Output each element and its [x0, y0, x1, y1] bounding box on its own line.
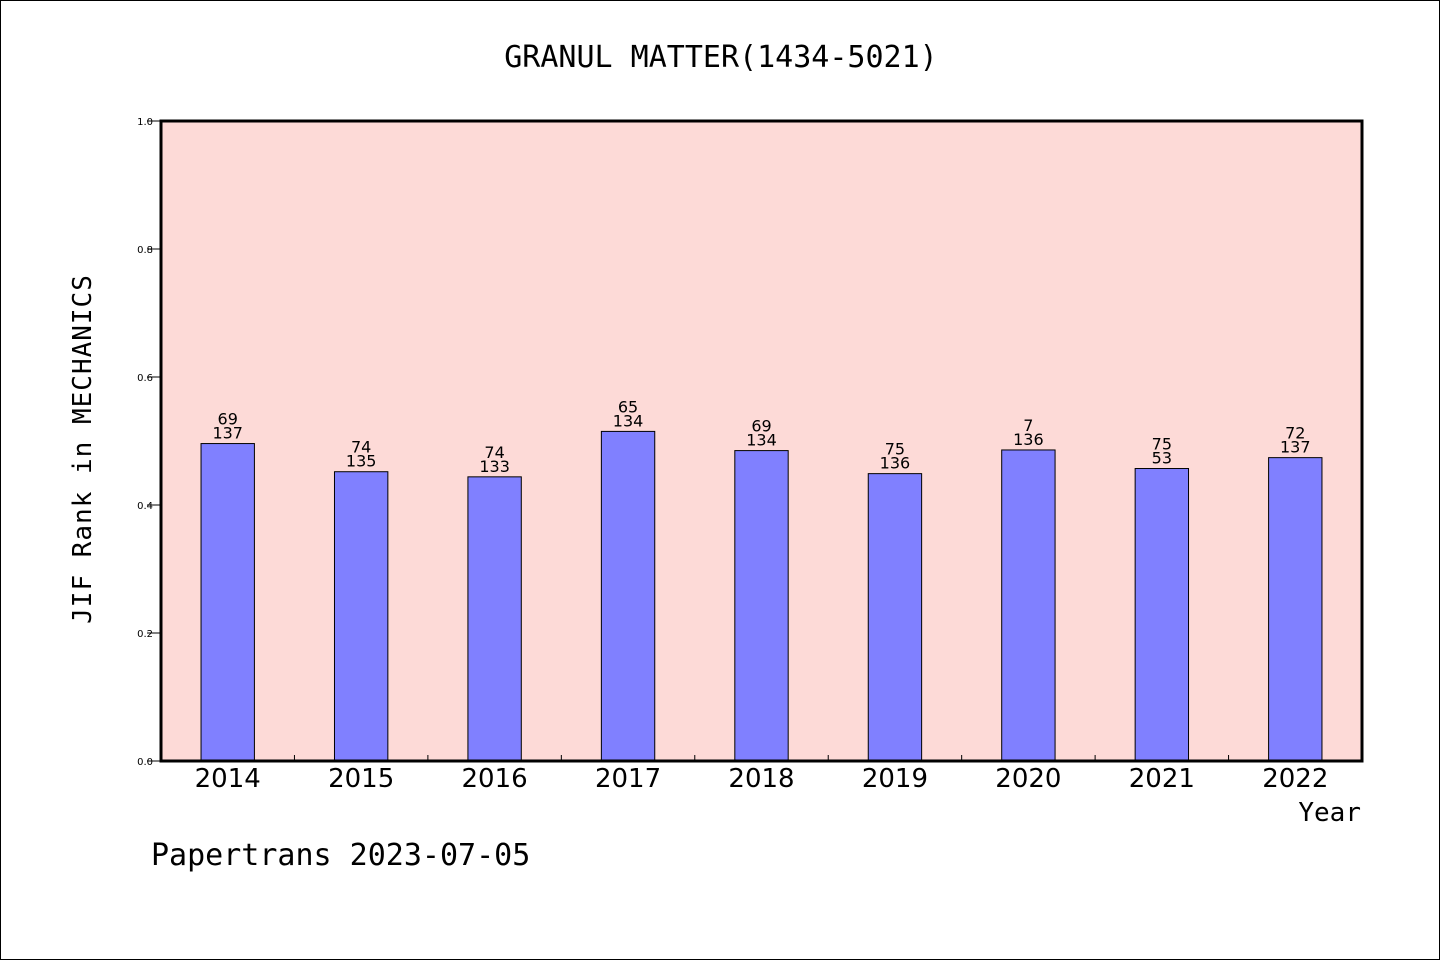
- x-tick-label: 2022: [1262, 764, 1328, 794]
- bar-total-label: 135: [346, 452, 377, 471]
- bar-rank-label: 75: [885, 440, 905, 459]
- x-axis-ticks: 2014 2015 2016 2017 2018 2019 2020 2021 2022: [195, 755, 1328, 794]
- bar: [867, 473, 923, 762]
- bar-rank-label: 69: [751, 417, 771, 436]
- x-tick-label: 2014: [195, 764, 261, 794]
- bar: [333, 471, 389, 762]
- y-tick-label: 0.0: [137, 757, 153, 768]
- bar-rank-label: 65: [618, 397, 638, 416]
- x-tick-label: 2018: [728, 764, 794, 794]
- y-tick-label: 0.8: [137, 245, 153, 256]
- bar-rank-label: 7: [1023, 416, 1033, 435]
- bar: [600, 430, 656, 762]
- bar-total-label: 133: [479, 457, 510, 476]
- footer-text: Papertrans 2023-07-05: [151, 838, 530, 873]
- plot-border: [159, 119, 1364, 763]
- bar: [734, 450, 789, 762]
- y-axis-ticks: 0.0 0.2 0.4 0.6 0.8 1.0: [137, 117, 161, 768]
- x-tick-label: 2016: [462, 764, 528, 794]
- x-tick-label: 2019: [862, 764, 928, 794]
- bar-total-label: 136: [880, 454, 911, 473]
- bar-rank-label: 75: [1152, 435, 1172, 454]
- bar: [467, 476, 522, 762]
- x-tick-label: 2020: [995, 764, 1061, 794]
- bar: [1001, 449, 1056, 762]
- bar-total-label: 136: [1013, 430, 1044, 449]
- y-tick-label: 1.0: [137, 117, 153, 128]
- bar-total-label: 134: [613, 411, 644, 430]
- x-axis-label: Year: [1298, 798, 1361, 828]
- bar-total-label: 53: [1152, 449, 1172, 468]
- y-tick-label: 0.4: [137, 501, 153, 512]
- y-tick-label: 0.2: [137, 629, 153, 640]
- chart-title: GRANUL MATTER(1434-5021): [504, 40, 937, 75]
- bar-total-label: 134: [746, 431, 777, 450]
- x-tick-label: 2021: [1129, 764, 1195, 794]
- bar: [1268, 457, 1323, 762]
- bar: [1134, 468, 1190, 762]
- bar-rank-label: 72: [1285, 424, 1305, 443]
- bar-rank-label: 74: [351, 438, 371, 457]
- bar-rank-label: 69: [218, 410, 238, 429]
- bars-group: [200, 430, 1323, 762]
- y-axis-label: JIF Rank in MECHANICS: [68, 274, 98, 624]
- bar: [200, 443, 255, 762]
- y-tick-label: 0.6: [137, 373, 153, 384]
- x-tick-label: 2017: [595, 764, 661, 794]
- x-tick-label: 2015: [328, 764, 394, 794]
- bar-rank-label: 74: [484, 443, 504, 462]
- bar-total-label: 137: [212, 424, 243, 443]
- bar-total-label: 137: [1280, 438, 1311, 457]
